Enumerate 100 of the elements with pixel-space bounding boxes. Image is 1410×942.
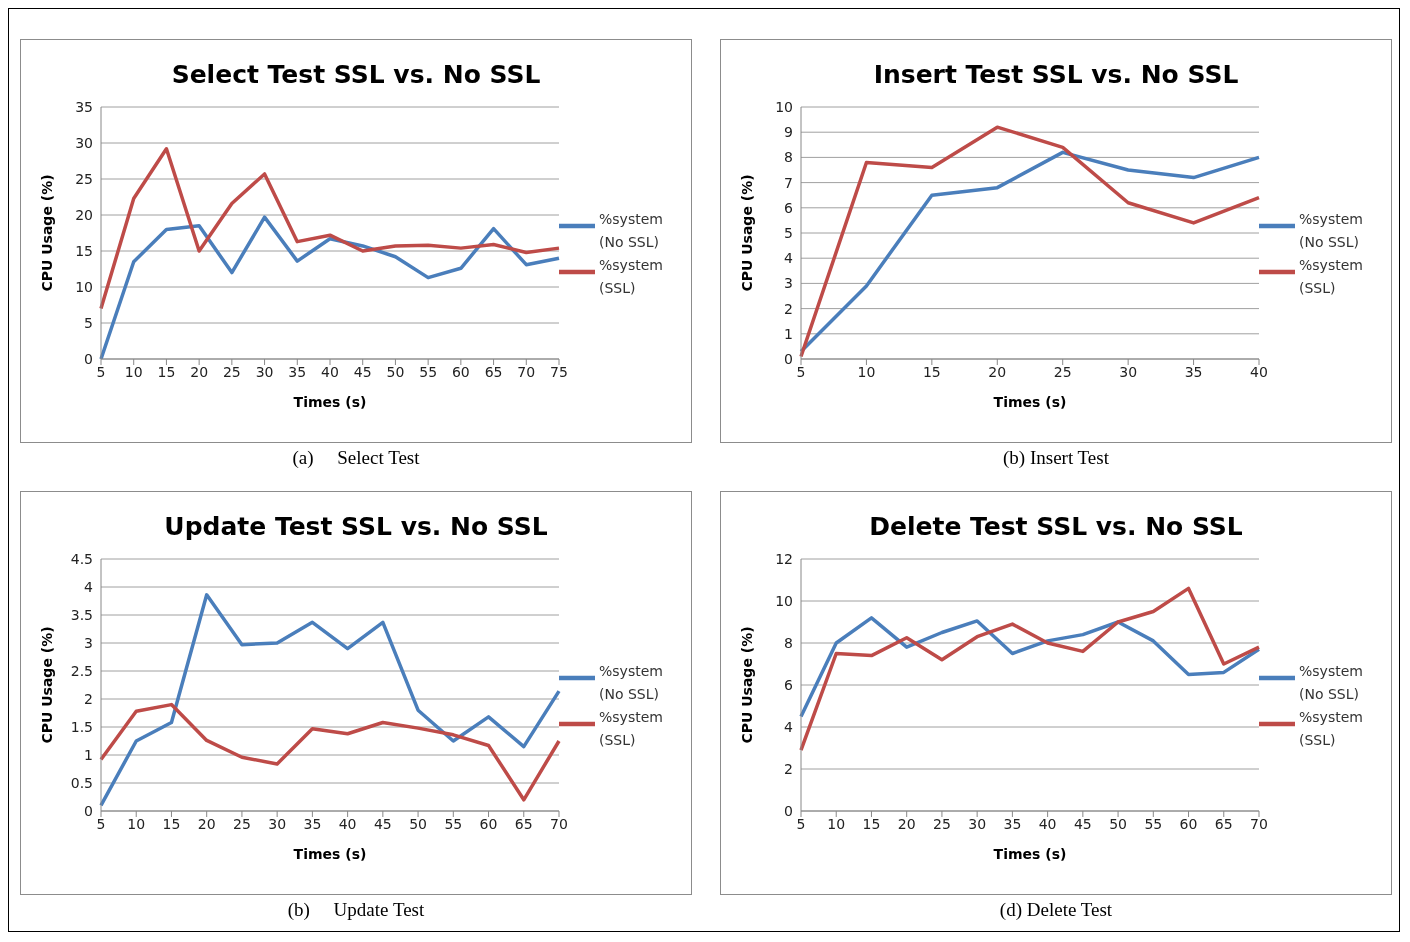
y-axis-title: CPU Usage (%) — [38, 626, 55, 744]
x-tick-label: 50 — [386, 363, 405, 380]
x-tick-label: 15 — [157, 363, 176, 380]
x-axis-title: Times (s) — [993, 394, 1067, 410]
x-tick-label: 55 — [419, 363, 438, 380]
x-tick-label: 30 — [968, 815, 987, 832]
x-tick-label: 15 — [862, 815, 881, 832]
y-tick-label: 20 — [75, 206, 93, 223]
line-series — [799, 586, 1261, 752]
y-tick-label: 1 — [84, 746, 93, 763]
y-axis-title: CPU Usage (%) — [738, 174, 755, 292]
x-tick-label: 5 — [96, 363, 106, 380]
x-tick-label: 15 — [922, 363, 941, 380]
y-tick-label: 0.5 — [70, 774, 93, 791]
x-tick-label: 40 — [1250, 363, 1268, 380]
x-tick-label: 35 — [1184, 363, 1203, 380]
x-tick-label: 25 — [933, 815, 951, 832]
x-tick-label: 45 — [373, 815, 392, 832]
legend-label: %system (SSL) — [1299, 708, 1364, 750]
x-tick-label: 60 — [451, 363, 470, 380]
y-tick-label: 9 — [784, 124, 793, 141]
y-tick-label: 8 — [784, 149, 793, 166]
legend-label: %system (SSL) — [1299, 256, 1364, 298]
y-tick-label: 3.5 — [70, 606, 93, 623]
y-tick-label: 0 — [84, 350, 93, 367]
legend-label: %system (No SSL) — [599, 210, 664, 252]
x-tick-label: 65 — [1214, 815, 1233, 832]
y-tick-label: 8 — [784, 634, 793, 651]
y-tick-label: 30 — [75, 134, 93, 151]
y-tick-label: 5 — [84, 314, 93, 331]
y-tick-label: 0 — [784, 350, 793, 367]
y-axis-title: CPU Usage (%) — [38, 174, 55, 292]
legend-label: %system (SSL) — [599, 708, 664, 750]
text: (b) Insert Test — [1002, 447, 1110, 469]
legend-label: %system (SSL) — [599, 256, 664, 298]
x-tick-label: 20 — [190, 363, 209, 380]
text: (d) Delete Test — [998, 899, 1114, 921]
x-tick-label: 20 — [197, 815, 216, 832]
x-tick-label: 10 — [857, 363, 876, 380]
y-tick-label: 10 — [775, 592, 793, 609]
line-series — [99, 147, 561, 311]
y-tick-label: 4 — [84, 578, 94, 595]
x-tick-label: 5 — [796, 363, 806, 380]
y-tick-label: 2 — [784, 760, 793, 777]
line-series — [99, 593, 561, 808]
y-tick-label: 15 — [75, 242, 93, 259]
x-tick-label: 70 — [1250, 815, 1268, 832]
x-axis-title: Times (s) — [993, 846, 1067, 862]
y-tick-label: 2 — [84, 690, 93, 707]
x-tick-label: 30 — [268, 815, 287, 832]
x-axis-title: Times (s) — [293, 846, 367, 862]
x-tick-label: 45 — [353, 363, 372, 380]
x-tick-label: 65 — [484, 363, 503, 380]
x-tick-label: 75 — [550, 363, 568, 380]
x-tick-label: 35 — [303, 815, 322, 832]
x-tick-label: 70 — [517, 363, 536, 380]
y-tick-label: 1.5 — [70, 718, 93, 735]
line-series — [99, 702, 561, 802]
x-tick-label: 50 — [409, 815, 427, 832]
x-tick-label: 35 — [1003, 815, 1022, 832]
x-tick-label: 20 — [897, 815, 916, 832]
x-tick-label: 65 — [514, 815, 533, 832]
legend-label: %system (No SSL) — [1299, 210, 1364, 252]
x-tick-label: 50 — [1109, 815, 1127, 832]
x-tick-label: 5 — [796, 815, 806, 832]
chart-title: Update Test SSL vs. No SSL — [163, 512, 549, 541]
x-tick-label: 25 — [1053, 363, 1072, 380]
chart-title: Insert Test SSL vs. No SSL — [872, 60, 1240, 89]
y-tick-label: 35 — [75, 98, 93, 115]
x-tick-label: 40 — [338, 815, 357, 832]
y-tick-label: 6 — [784, 676, 794, 693]
y-tick-label: 10 — [775, 98, 793, 115]
y-tick-label: 4 — [784, 250, 794, 267]
x-tick-label: 30 — [255, 363, 274, 380]
line-series — [799, 616, 1261, 719]
x-tick-label: 25 — [222, 363, 241, 380]
y-tick-label: 6 — [784, 199, 794, 216]
y-axis-title: CPU Usage (%) — [738, 626, 755, 744]
x-tick-label: 40 — [1038, 815, 1057, 832]
y-tick-label: 7 — [784, 174, 793, 191]
y-tick-label: 12 — [775, 550, 793, 567]
x-tick-label: 10 — [124, 363, 143, 380]
legend-label: %system (No SSL) — [1299, 662, 1364, 704]
x-tick-label: 10 — [127, 815, 146, 832]
x-tick-label: 70 — [550, 815, 568, 832]
y-tick-label: 10 — [75, 278, 93, 295]
x-tick-label: 55 — [1144, 815, 1163, 832]
y-tick-label: 3 — [84, 634, 93, 651]
y-tick-label: 4.5 — [70, 550, 93, 567]
y-tick-label: 2 — [784, 300, 793, 317]
x-tick-label: 35 — [288, 363, 307, 380]
text: (b) Update Test — [286, 899, 426, 921]
x-tick-label: 55 — [444, 815, 463, 832]
legend-label: %system (No SSL) — [599, 662, 664, 704]
x-tick-label: 10 — [827, 815, 846, 832]
y-tick-label: 25 — [75, 170, 93, 187]
x-tick-label: 60 — [1179, 815, 1198, 832]
x-tick-label: 30 — [1119, 363, 1138, 380]
text: (a) Select Test — [291, 447, 421, 469]
x-tick-label: 5 — [96, 815, 106, 832]
